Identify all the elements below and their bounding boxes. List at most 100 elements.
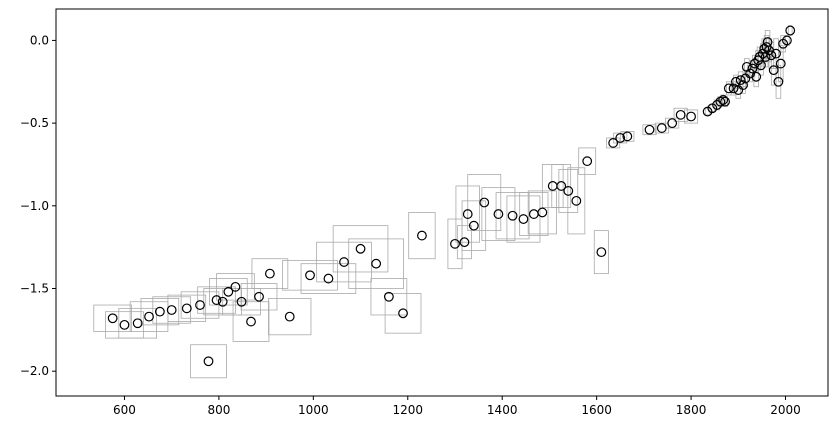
data-point bbox=[246, 316, 256, 327]
data-point bbox=[119, 319, 130, 330]
x-tick-label: 1000 bbox=[298, 403, 329, 417]
error-box bbox=[240, 283, 278, 311]
y-tick-label: −1.5 bbox=[20, 282, 49, 296]
data-point bbox=[355, 243, 366, 254]
data-point bbox=[773, 76, 784, 87]
error-box bbox=[567, 167, 586, 235]
error-box bbox=[787, 25, 793, 36]
x-tick-label: 1800 bbox=[676, 403, 707, 417]
error-box bbox=[251, 258, 289, 289]
data-point bbox=[398, 308, 408, 319]
data-point bbox=[782, 35, 792, 46]
error-box bbox=[467, 173, 502, 232]
error-box bbox=[780, 35, 786, 53]
error-box bbox=[232, 301, 270, 342]
data-point bbox=[323, 273, 334, 284]
error-box bbox=[408, 212, 436, 260]
data-point bbox=[339, 257, 349, 267]
error-box bbox=[93, 304, 132, 332]
error-boxes bbox=[93, 25, 793, 379]
data-point bbox=[254, 291, 264, 302]
x-tick-label: 1600 bbox=[581, 403, 612, 417]
data-point bbox=[383, 291, 394, 302]
error-box bbox=[519, 192, 549, 236]
data-point bbox=[766, 50, 777, 61]
data-point bbox=[154, 306, 165, 317]
data-point bbox=[479, 197, 490, 208]
data-point bbox=[450, 238, 460, 249]
data-point bbox=[518, 214, 529, 224]
data-point bbox=[622, 131, 633, 142]
data-point bbox=[675, 109, 686, 120]
error-box bbox=[642, 124, 657, 136]
x-tick-label: 800 bbox=[207, 403, 230, 417]
data-point bbox=[728, 83, 739, 94]
data-point bbox=[223, 286, 234, 297]
error-box bbox=[370, 278, 408, 316]
error-box bbox=[593, 230, 609, 275]
data-point bbox=[596, 247, 607, 258]
data-point bbox=[761, 42, 772, 52]
y-tick-label: −2.0 bbox=[20, 364, 49, 378]
data-point bbox=[745, 68, 755, 79]
x-axis: 600 800 1000 1200 1400 1600 1800 2000 bbox=[113, 396, 801, 417]
data-point bbox=[644, 124, 655, 135]
error-box bbox=[152, 296, 191, 324]
data-point bbox=[195, 300, 205, 310]
error-box bbox=[216, 273, 255, 301]
error-box bbox=[140, 298, 180, 326]
data-point bbox=[166, 305, 177, 315]
data-point bbox=[686, 111, 696, 122]
data-point bbox=[563, 186, 574, 196]
data-point bbox=[264, 268, 275, 279]
data-point bbox=[775, 58, 786, 69]
data-point bbox=[738, 80, 748, 90]
data-point bbox=[547, 181, 558, 191]
data-point bbox=[230, 281, 241, 292]
error-box bbox=[282, 259, 338, 291]
y-tick-label: −1.0 bbox=[20, 199, 49, 213]
data-point bbox=[181, 303, 192, 314]
error-box bbox=[190, 344, 227, 379]
error-box bbox=[506, 195, 541, 243]
data-point bbox=[507, 210, 518, 221]
data-point bbox=[203, 356, 214, 367]
data-point bbox=[712, 100, 722, 110]
data-points bbox=[107, 25, 796, 367]
data-point bbox=[528, 209, 539, 219]
data-point bbox=[144, 311, 154, 322]
data-point bbox=[417, 230, 427, 241]
error-box bbox=[613, 132, 628, 144]
error-box bbox=[665, 117, 680, 129]
error-box bbox=[481, 187, 516, 241]
x-tick-label: 600 bbox=[113, 403, 136, 417]
data-point bbox=[723, 83, 734, 94]
error-box bbox=[167, 294, 207, 322]
data-point bbox=[756, 60, 766, 71]
data-point bbox=[217, 296, 228, 307]
error-box bbox=[461, 200, 487, 251]
data-point bbox=[571, 195, 582, 206]
error-box bbox=[551, 164, 572, 208]
error-box bbox=[578, 147, 597, 175]
y-axis: 0.0 −0.5 −1.0 −1.5 −2.0 bbox=[20, 33, 56, 378]
data-point bbox=[462, 209, 473, 219]
error-box bbox=[268, 298, 312, 336]
error-box bbox=[495, 192, 530, 240]
data-point bbox=[371, 258, 382, 269]
y-tick-label: −0.5 bbox=[20, 116, 49, 130]
data-point bbox=[468, 220, 479, 231]
data-point bbox=[749, 58, 760, 69]
data-point bbox=[751, 71, 762, 82]
error-box bbox=[348, 238, 404, 289]
x-tick-label: 2000 bbox=[770, 403, 801, 417]
error-box bbox=[300, 263, 357, 294]
data-point bbox=[615, 133, 626, 143]
data-point bbox=[720, 96, 730, 107]
error-box bbox=[558, 169, 579, 213]
data-point bbox=[785, 25, 796, 36]
error-box bbox=[209, 278, 248, 306]
error-box bbox=[744, 58, 750, 76]
error-box bbox=[384, 293, 422, 334]
